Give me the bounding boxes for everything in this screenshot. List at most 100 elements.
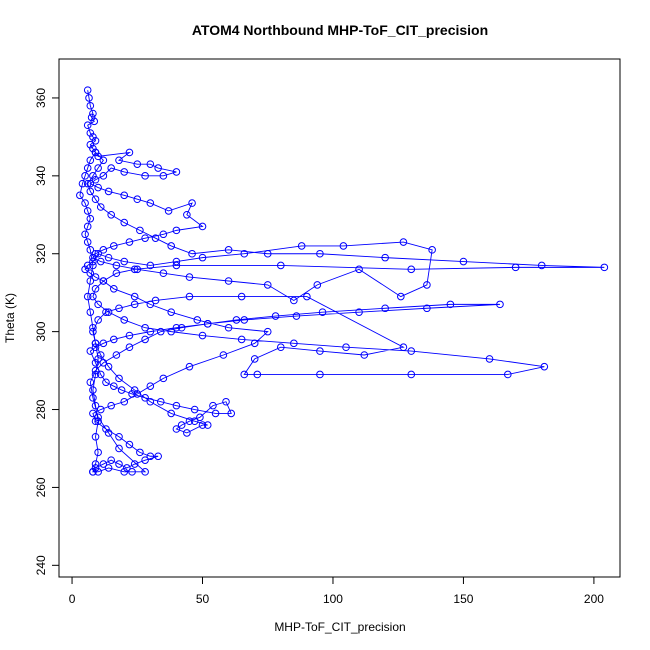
data-point	[167, 327, 175, 336]
x-tick-label: 50	[196, 592, 210, 606]
data-point	[123, 464, 131, 472]
data-point	[91, 460, 100, 468]
data-point	[185, 273, 194, 281]
data-point	[172, 323, 181, 332]
data-point	[198, 331, 207, 340]
data-point	[94, 448, 102, 457]
data-point	[133, 160, 142, 168]
data-point	[271, 312, 280, 320]
data-point	[89, 292, 97, 301]
data-point	[198, 253, 207, 262]
data-point	[89, 327, 97, 336]
y-axis: 240 260 280 300 320 340 360	[34, 88, 60, 575]
data-point	[90, 117, 99, 126]
data-point	[83, 121, 92, 130]
data-point	[407, 370, 416, 379]
data-point	[504, 370, 512, 379]
x-tick-label: 150	[453, 592, 473, 606]
data-point	[446, 300, 455, 309]
data-point	[172, 226, 181, 235]
data-point	[203, 421, 212, 429]
data-point	[407, 347, 416, 355]
data-point	[156, 327, 165, 336]
data-point	[146, 452, 155, 461]
data-point	[600, 263, 609, 272]
data-point	[104, 429, 113, 437]
data-point	[83, 164, 92, 172]
x-tick-label: 200	[584, 592, 604, 606]
x-axis-label: MHP-ToF_CIT_precision	[274, 620, 405, 634]
data-point	[154, 452, 162, 461]
data-point	[99, 339, 108, 348]
data-point	[237, 335, 246, 344]
data-point	[185, 292, 194, 301]
x-tick-label: 0	[69, 592, 76, 606]
data-point	[91, 148, 100, 157]
data-point	[141, 468, 149, 476]
data-point	[91, 370, 100, 379]
data-point	[130, 265, 139, 274]
data-point	[91, 417, 100, 426]
data-point	[190, 405, 199, 414]
data-point	[156, 397, 165, 406]
data-point	[167, 242, 175, 250]
data-point	[115, 304, 123, 313]
data-point	[196, 413, 204, 422]
data-point	[250, 339, 259, 348]
data-point	[313, 281, 322, 289]
data-point	[99, 246, 108, 254]
data-point	[86, 378, 95, 387]
data-point	[99, 460, 108, 468]
data-point	[355, 308, 363, 316]
data-point	[303, 292, 311, 301]
data-point	[120, 257, 129, 266]
data-point	[94, 316, 102, 324]
y-axis-label: Theta (K)	[3, 293, 17, 343]
data-point	[94, 413, 102, 422]
data-point	[107, 164, 115, 172]
data-point	[87, 113, 96, 122]
data-point	[83, 222, 92, 231]
data-point	[146, 199, 155, 207]
data-point	[107, 456, 115, 464]
data-point	[115, 444, 123, 453]
data-point	[146, 382, 155, 390]
data-point	[159, 172, 168, 180]
data-point	[91, 195, 100, 204]
data-point	[276, 261, 285, 270]
data-point	[81, 172, 89, 180]
data-point	[263, 281, 272, 289]
data-point	[146, 261, 155, 270]
data-point	[120, 468, 129, 476]
data-point	[112, 261, 121, 270]
chart-title: ATOM4 Northbound MHP-ToF_CIT_precision	[192, 22, 488, 38]
data-point	[91, 136, 100, 145]
data-point	[76, 191, 84, 200]
data-point	[128, 468, 136, 476]
plot-frame	[58, 58, 621, 578]
data-point	[96, 257, 105, 266]
data-point	[110, 284, 118, 293]
data-point	[96, 351, 105, 359]
data-point	[146, 300, 155, 309]
data-point	[397, 292, 405, 301]
data-point	[94, 249, 102, 258]
data-point	[172, 168, 181, 176]
data-point	[120, 316, 129, 324]
y-tick-label: 300	[34, 321, 48, 341]
data-point	[318, 308, 327, 316]
data-point	[110, 382, 118, 390]
y-tick-label: 320	[34, 243, 48, 263]
data-point	[91, 175, 100, 184]
data-point	[540, 362, 549, 371]
data-point	[104, 253, 113, 262]
data-point	[117, 386, 126, 394]
data-point	[219, 351, 228, 359]
data-point	[224, 277, 233, 285]
y-tick-label: 240	[34, 555, 48, 575]
data-point	[496, 300, 504, 309]
data-point	[537, 261, 546, 270]
data-point	[167, 409, 175, 418]
data-point	[83, 207, 92, 215]
data-point	[86, 101, 95, 110]
